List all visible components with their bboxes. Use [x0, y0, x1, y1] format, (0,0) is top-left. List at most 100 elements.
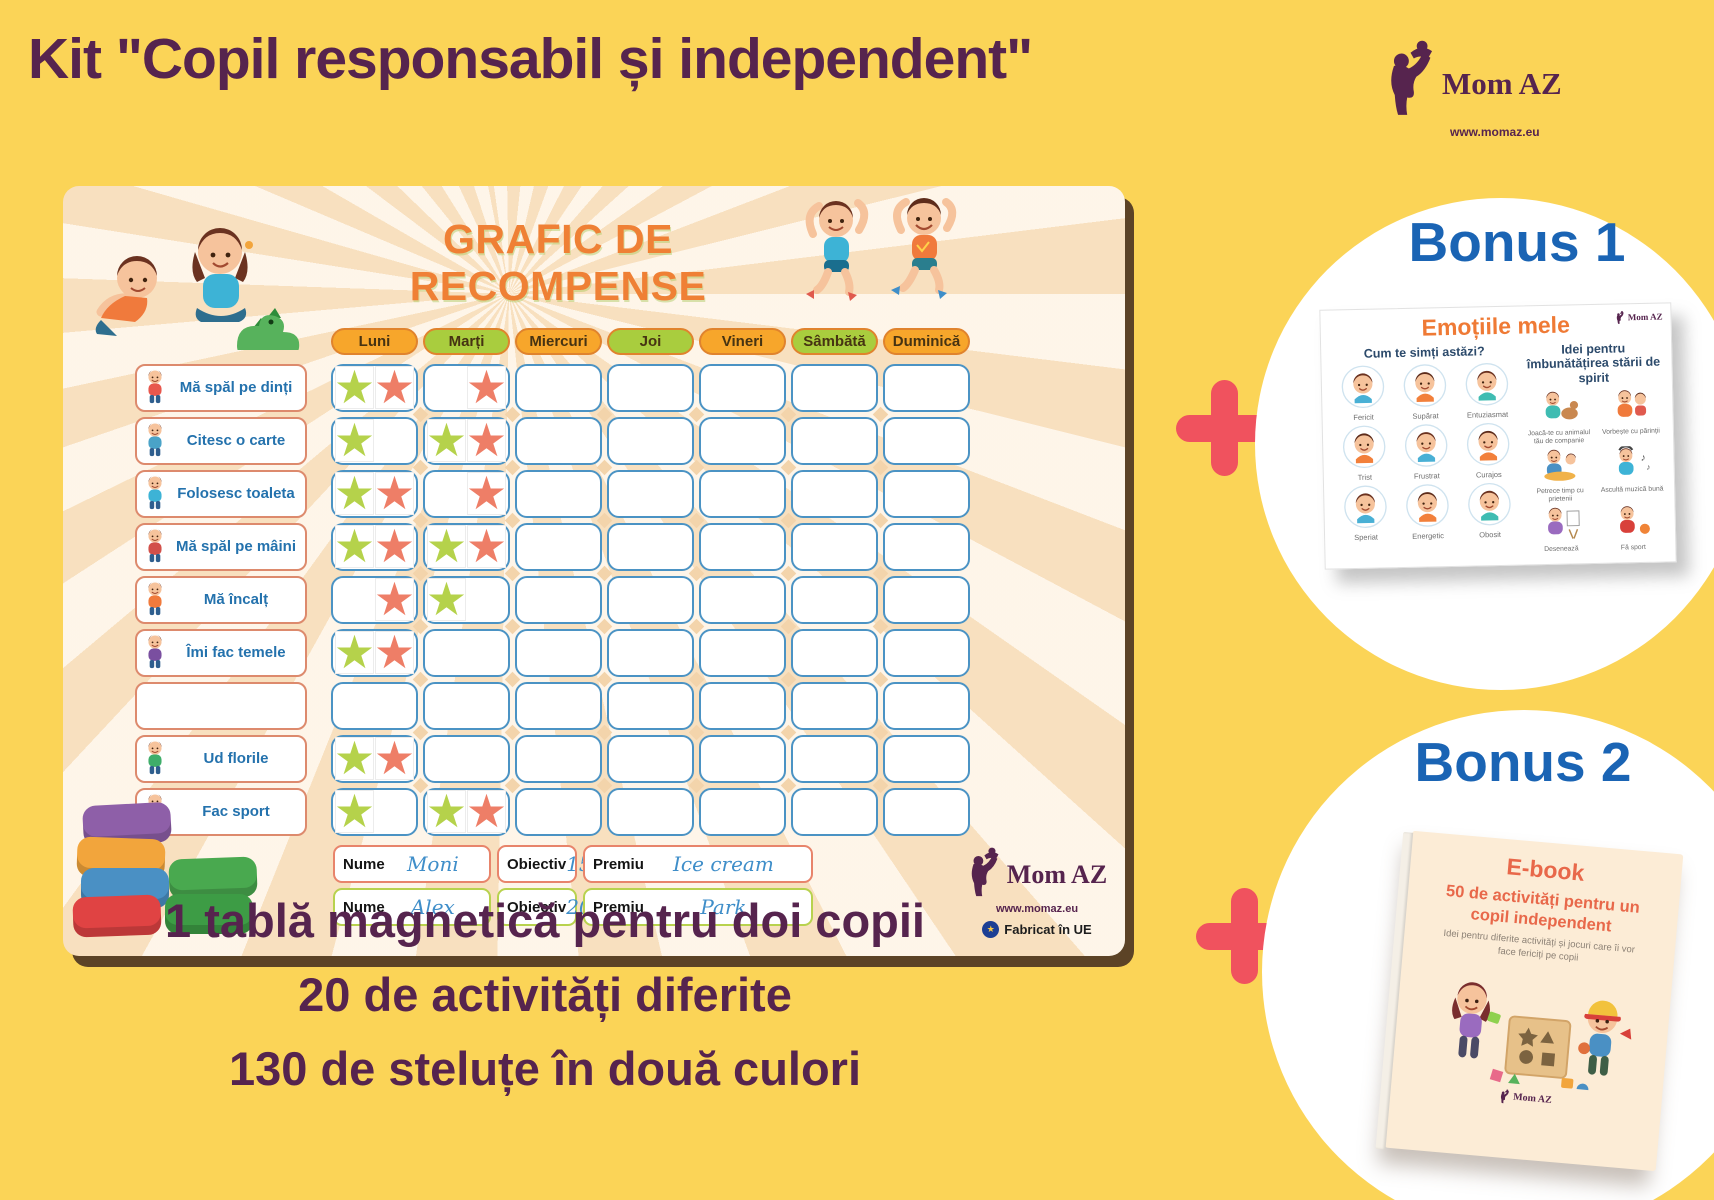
star-slot — [468, 579, 505, 620]
grid-cell — [791, 735, 878, 783]
star-slot: ★ — [426, 576, 467, 622]
grid-cell: ★ — [423, 576, 510, 624]
star-slot — [468, 738, 505, 779]
idea-illustration-icon — [1537, 391, 1581, 429]
star-slot — [928, 579, 965, 620]
grid-cell: ★ ★ — [423, 523, 510, 571]
activity-label-text: Citesc o carte — [186, 432, 286, 450]
star-slot — [796, 579, 833, 620]
star-slot — [652, 579, 689, 620]
star-slot — [560, 738, 597, 779]
star-slot — [836, 791, 873, 832]
star-slot — [744, 579, 781, 620]
emotion-label: Trist — [1357, 473, 1373, 483]
star-slot — [428, 473, 465, 514]
made-in-label: Fabricat în UE — [1004, 922, 1092, 937]
idea-illustration-icon — [1538, 449, 1582, 487]
star-slot — [428, 632, 465, 673]
grid-cell — [607, 682, 694, 730]
brand-name: Mom AZ — [1627, 311, 1663, 323]
grid-cell — [515, 523, 602, 571]
green-star-icon: ★ — [333, 413, 376, 467]
day-header-sâmbătă: Sâmbătă — [791, 328, 878, 355]
star-slot: ★ — [333, 360, 376, 414]
star-slot — [468, 632, 505, 673]
orange-star-icon: ★ — [465, 784, 508, 838]
grid-cell: ★ ★ — [331, 364, 418, 412]
prize-label: Premiu — [593, 855, 644, 873]
star-slot: ★ — [374, 470, 415, 516]
homework-icon — [141, 633, 171, 674]
star-slot — [744, 791, 781, 832]
prize-value: Ice cream — [673, 852, 774, 876]
green-star-icon: ★ — [333, 625, 376, 679]
star-slot — [336, 579, 373, 620]
star-slot — [376, 791, 413, 832]
emotion-label: Supărat — [1412, 411, 1439, 422]
orange-star-icon: ★ — [465, 466, 508, 520]
objective-box: Obiectiv 15 — [497, 845, 592, 883]
emotion-item: Energetic — [1396, 483, 1459, 544]
emotions-poster: Mom AZ Emoțiile mele Cum te simți astăzi… — [1319, 302, 1677, 570]
grid-cell — [699, 470, 786, 518]
star-slot — [652, 473, 689, 514]
idea-label: Petrece timp cu prietenii — [1536, 487, 1584, 503]
day-header-vineri: Vineri — [699, 328, 786, 355]
idea-label: Ascultă muzică bună — [1600, 485, 1664, 494]
star-slot — [704, 685, 741, 726]
star-slot — [744, 367, 781, 408]
star-slot — [796, 473, 833, 514]
objective-label: Obiectiv — [507, 855, 567, 873]
star-slot — [796, 738, 833, 779]
star-slot — [612, 579, 649, 620]
grid-cell — [515, 682, 602, 730]
star-slot — [888, 579, 925, 620]
grid-cell — [791, 576, 878, 624]
grid-cell — [607, 417, 694, 465]
star-slot — [652, 791, 689, 832]
star-slot — [652, 685, 689, 726]
idea-label: Vorbește cu părinții — [1601, 427, 1660, 436]
grid-cell — [699, 735, 786, 783]
idea-label: Joacă-te cu animalul tău de companie — [1527, 429, 1591, 446]
star-slot: ★ — [465, 466, 508, 520]
emotion-face-icon — [1466, 423, 1510, 471]
grid-cell — [699, 364, 786, 412]
day-header-duminică: Duminică — [883, 328, 970, 355]
star-slot — [744, 632, 781, 673]
star-slot — [520, 791, 557, 832]
activity-label: Citesc o carte — [135, 417, 307, 465]
star-slot — [652, 367, 689, 408]
grid-cell — [883, 629, 970, 677]
emotions-grid: Fericit Supărat Entuziasmat Trist Frustr… — [1327, 362, 1525, 546]
green-star-icon: ★ — [333, 360, 376, 414]
day-header-marți: Marți — [423, 328, 510, 355]
green-star-icon: ★ — [333, 784, 376, 838]
star-slot — [520, 420, 557, 461]
name-box: Nume Alex — [333, 888, 491, 926]
star-slot — [928, 526, 965, 567]
emotion-item: Trist — [1333, 425, 1396, 486]
grid-cell — [607, 364, 694, 412]
green-star-icon: ★ — [425, 519, 468, 573]
grid-cell — [883, 735, 970, 783]
star-slot: ★ — [374, 629, 415, 675]
momaz-logo-icon — [1384, 38, 1442, 123]
grid-cell: ★ — [331, 576, 418, 624]
day-header-miercuri: Miercuri — [515, 328, 602, 355]
idea-illustration-icon — [1611, 506, 1655, 544]
emotion-face-icon — [1344, 485, 1388, 534]
grid-cell — [699, 682, 786, 730]
star-slot — [428, 685, 465, 726]
activity-label-empty — [135, 682, 307, 730]
name-value: Alex — [410, 895, 455, 919]
star-slot — [652, 738, 689, 779]
activity-label: Mă spăl pe dinți — [135, 364, 307, 412]
orange-star-icon: ★ — [465, 360, 508, 414]
tooth-brushing-icon — [141, 368, 171, 409]
star-slot — [376, 685, 413, 726]
star-slot — [836, 420, 873, 461]
grid-cell — [515, 735, 602, 783]
grid-cell — [515, 576, 602, 624]
star-slot — [520, 632, 557, 673]
